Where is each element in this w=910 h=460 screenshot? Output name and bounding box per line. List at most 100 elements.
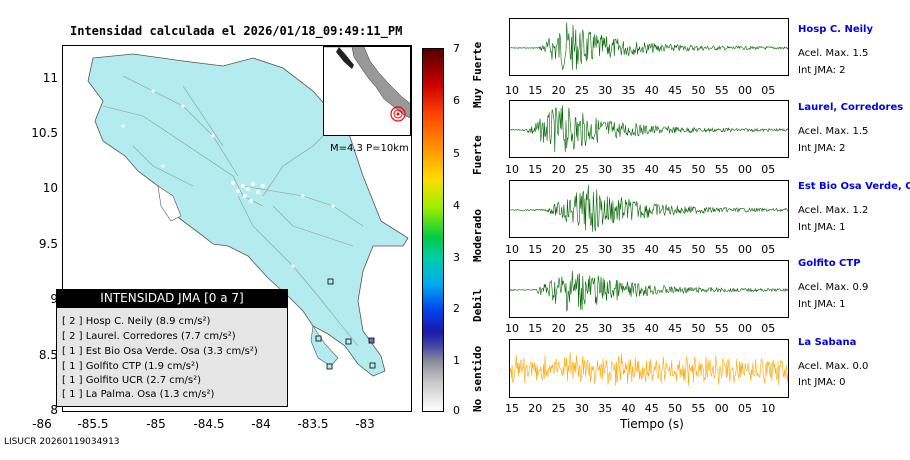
legend-panel — [56, 289, 288, 407]
station-name: Est Bio Osa Verde, Osa — [798, 181, 910, 192]
trace-laurel-corredores — [509, 100, 789, 158]
time-tick: 00 — [714, 402, 729, 415]
waveform-line — [510, 22, 788, 71]
time-tick: 35 — [621, 243, 636, 256]
legend-item: [ 2 ] Laurel. Corredores (7.7 cm/s²) — [62, 331, 236, 342]
time-tick: 20 — [528, 402, 543, 415]
time-tick: 50 — [691, 243, 706, 256]
time-tick: 10 — [505, 163, 519, 176]
trace-la-sabana — [509, 339, 789, 398]
event-magnitude-depth: M=4.3 P=10km — [330, 143, 409, 154]
time-tick: 30 — [598, 243, 613, 256]
lat-tick: 9 — [50, 292, 58, 306]
colorbar-category: Debil — [471, 288, 484, 322]
city-markers — [121, 89, 335, 268]
time-tick: 10 — [505, 322, 519, 335]
lon-tick: -85 — [146, 417, 166, 431]
time-tick: 50 — [668, 402, 683, 415]
waveform-line — [510, 105, 788, 153]
time-tick: 35 — [621, 322, 636, 335]
time-tick: 10 — [761, 402, 776, 415]
time-tick: 10 — [505, 243, 519, 256]
intensity-colorbar — [422, 48, 444, 412]
colorbar-category: Fuerte — [471, 135, 484, 175]
station-acel: Acel. Max. 0.0 — [798, 361, 869, 372]
waveform-line — [510, 270, 788, 312]
time-tick: 40 — [621, 402, 636, 415]
time-tick: 40 — [644, 243, 659, 256]
station-int: Int JMA: 1 — [798, 299, 846, 310]
trace-est-bio-osa-verde — [509, 180, 789, 238]
time-tick: 15 — [528, 84, 543, 97]
time-tick: 45 — [668, 163, 683, 176]
station-squares — [315, 278, 376, 370]
station-acel: Acel. Max. 1.5 — [798, 48, 869, 59]
lon-tick: -84 — [251, 417, 271, 431]
time-tick: 55 — [714, 84, 729, 97]
time-tick: 10 — [505, 84, 519, 97]
time-tick: 15 — [528, 163, 543, 176]
colorbar-tick: 2 — [453, 302, 460, 315]
colorbar-tick: 7 — [453, 42, 460, 55]
time-tick: 05 — [761, 84, 776, 97]
time-tick: 05 — [761, 163, 776, 176]
trace-golfito-ctp — [509, 260, 789, 318]
footer-id: LISUCR 20260119034913 — [4, 437, 120, 447]
colorbar-tick: 3 — [453, 251, 460, 264]
time-tick: 00 — [738, 84, 752, 97]
time-tick: 55 — [714, 322, 729, 335]
lat-tick: 11 — [42, 71, 58, 85]
station-int: Int JMA: 0 — [798, 377, 846, 388]
time-tick: 30 — [598, 84, 613, 97]
time-tick: 05 — [738, 402, 752, 415]
colorbar-tick: 4 — [453, 199, 460, 212]
station-name: La Sabana — [798, 337, 857, 348]
station-name: Laurel, Corredores — [798, 102, 904, 113]
time-tick: 55 — [714, 163, 729, 176]
lon-tick: -84.5 — [193, 417, 225, 431]
time-tick: 50 — [691, 322, 706, 335]
station-name: Golfito CTP — [798, 258, 861, 269]
station-acel: Acel. Max. 1.5 — [798, 126, 869, 137]
waveform-line — [510, 352, 788, 386]
time-tick: 20 — [551, 243, 566, 256]
lat-tick: 8.5 — [38, 348, 58, 362]
colorbar-category: Muy Fuerte — [471, 41, 484, 108]
colorbar-tick: 0 — [453, 404, 460, 417]
gulf-nicoya — [157, 185, 182, 222]
time-tick: 45 — [644, 402, 659, 415]
lat-tick: 10.5 — [31, 126, 58, 140]
colorbar-tick: 5 — [453, 147, 460, 160]
time-tick: 25 — [574, 243, 589, 256]
time-tick: 40 — [644, 322, 659, 335]
time-tick: 50 — [691, 84, 706, 97]
time-tick: 25 — [551, 402, 566, 415]
legend-title: INTENSIDAD JMA [0 a 7] — [56, 289, 288, 308]
station-acel: Acel. Max. 1.2 — [798, 205, 869, 216]
time-tick: 25 — [574, 84, 589, 97]
time-tick: 35 — [621, 163, 636, 176]
station-acel: Acel. Max. 0.9 — [798, 282, 869, 293]
time-tick: 25 — [574, 163, 589, 176]
time-tick: 35 — [598, 402, 613, 415]
epicenter-icon — [390, 106, 406, 122]
time-tick: 25 — [574, 322, 589, 335]
legend-item: [ 1 ] Golfito CTP (1.9 cm/s²) — [62, 361, 199, 372]
time-tick: 15 — [505, 402, 519, 415]
station-int: Int JMA: 1 — [798, 222, 846, 233]
legend-item: [ 1 ] La Palma. Osa (1.3 cm/s²) — [62, 389, 215, 400]
inset-canvas — [324, 47, 410, 135]
time-tick: 45 — [668, 243, 683, 256]
time-tick: 40 — [644, 84, 659, 97]
colorbar-tick: 1 — [453, 354, 460, 367]
time-tick: 00 — [738, 243, 752, 256]
lon-tick: -86 — [32, 417, 52, 431]
time-tick: 05 — [761, 322, 776, 335]
time-tick: 55 — [714, 243, 729, 256]
legend-item: [ 2 ] Hosp C. Neily (8.9 cm/s²) — [62, 316, 211, 327]
legend-item: [ 1 ] Est Bio Osa Verde. Osa (3.3 cm/s²) — [62, 346, 258, 357]
lon-tick: -85.5 — [77, 417, 109, 431]
time-tick: 55 — [691, 402, 706, 415]
time-tick: 15 — [528, 322, 543, 335]
waveform-line — [510, 184, 788, 232]
